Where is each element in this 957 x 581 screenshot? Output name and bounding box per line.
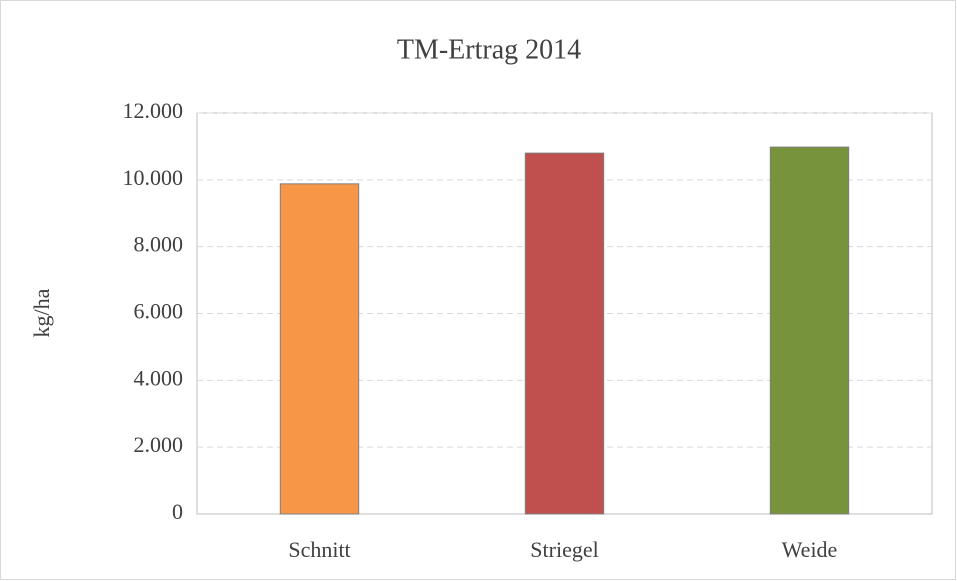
y-tick-label: 10.000 (123, 165, 184, 190)
bar (279, 183, 360, 515)
y-tick-label: 8.000 (134, 232, 184, 257)
bar (769, 146, 850, 515)
y-tick-label: 12.000 (123, 98, 184, 123)
x-tick-label: Schnitt (288, 537, 350, 562)
chart-title: TM-Ertrag 2014 (397, 34, 581, 65)
x-tick-label: Striegel (530, 537, 598, 562)
y-tick-label: 0 (172, 499, 183, 524)
y-tick-label: 4.000 (134, 365, 184, 390)
x-tick-label: Weide (782, 537, 838, 562)
y-tick-label: 6.000 (134, 299, 184, 324)
y-tick-label: 2.000 (134, 432, 184, 457)
bar (524, 152, 605, 515)
y-axis-label: kg/ha (29, 288, 54, 337)
